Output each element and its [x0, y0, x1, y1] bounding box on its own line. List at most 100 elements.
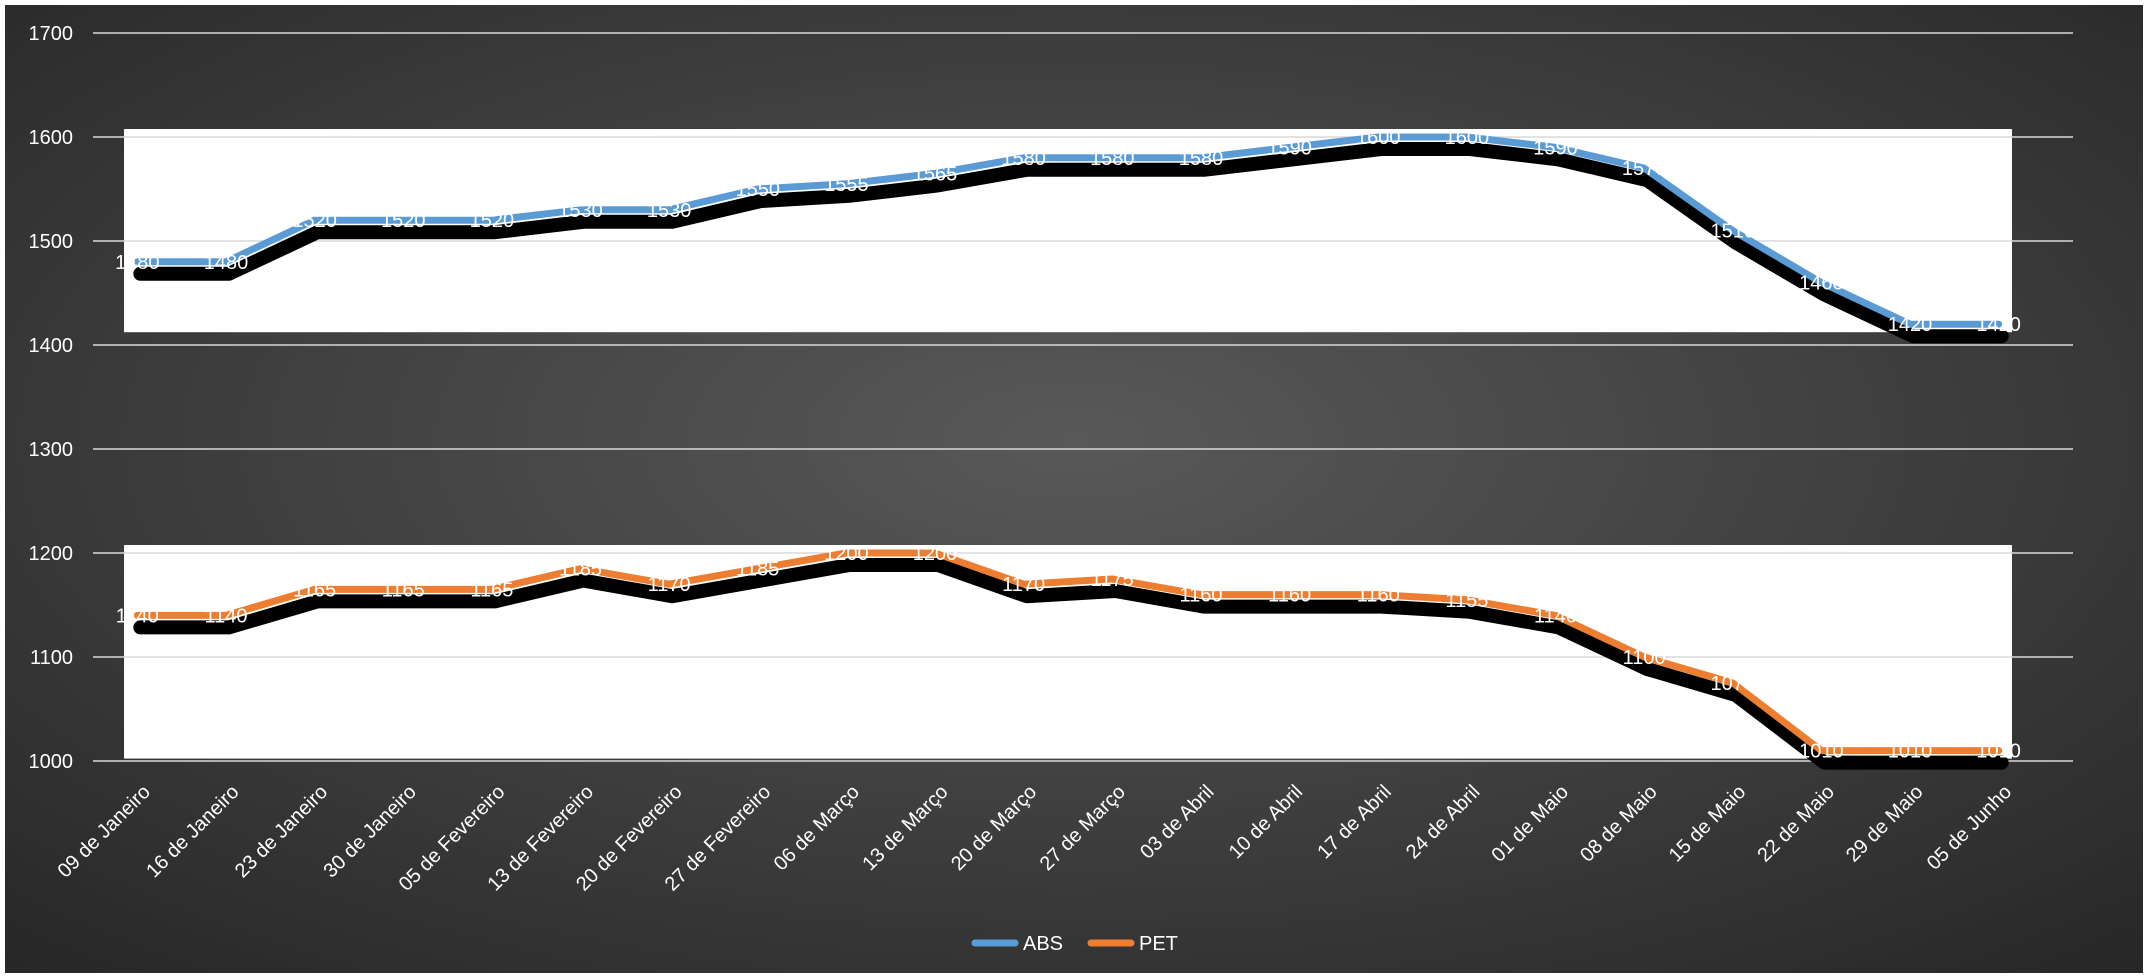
data-point — [1730, 681, 1735, 685]
data-label: 1580 — [1090, 148, 1135, 170]
data-point — [667, 582, 672, 587]
data-point — [1553, 145, 1558, 150]
data-point — [933, 551, 938, 555]
data-label: 1510 — [1711, 221, 1756, 243]
data-label: 1480 — [115, 252, 160, 274]
data-label: 1565 — [913, 163, 958, 185]
data-label: 1010 — [1799, 741, 1844, 763]
data-label: 1420 — [1976, 314, 2021, 336]
data-label: 1200 — [913, 543, 958, 565]
data-point — [933, 171, 938, 176]
data-point — [401, 218, 406, 223]
data-label: 1160 — [1357, 585, 1400, 607]
data-label: 1170 — [1002, 574, 1045, 596]
data-point — [755, 187, 760, 191]
y-tick-label: 1000 — [29, 751, 74, 773]
legend-label: ABS — [1023, 933, 1063, 955]
data-label: 1480 — [204, 252, 249, 274]
data-label: 1520 — [381, 210, 426, 232]
data-point — [1287, 145, 1292, 150]
series-pet — [133, 549, 2009, 770]
series-shadow — [133, 142, 2009, 344]
data-point — [1908, 322, 1913, 327]
data-labels: 1480 1480 1520 1520 1520 1530 1530 1550 1555 1565… — [115, 127, 2021, 763]
data-label: 1570 — [1622, 158, 1667, 180]
data-point — [1287, 592, 1292, 597]
data-label: 1140 — [1534, 605, 1577, 627]
data-point — [1110, 577, 1115, 581]
data-point — [578, 566, 583, 571]
data-point — [312, 587, 317, 592]
data-point — [1996, 748, 2001, 753]
data-label: 1530 — [647, 200, 692, 222]
legend: ABS PET — [971, 933, 1178, 955]
data-label: 1160 — [1179, 585, 1222, 607]
y-tick-label: 1600 — [29, 127, 74, 149]
data-label: 1520 — [292, 210, 337, 232]
data-label: 1420 — [1888, 314, 1933, 336]
data-point — [578, 207, 583, 212]
series-layer — [133, 133, 2009, 770]
data-label: 1140 — [116, 605, 159, 627]
data-point — [223, 259, 228, 264]
data-label: 1175 — [1091, 569, 1134, 591]
data-label: 1520 — [470, 210, 515, 232]
data-point — [1908, 748, 1913, 753]
series-line — [133, 133, 2003, 328]
data-point — [489, 587, 494, 592]
legend-item-pet: PET — [1087, 933, 1178, 955]
data-point — [1730, 228, 1735, 233]
y-tick-label: 1700 — [29, 23, 74, 45]
data-point — [1110, 155, 1115, 160]
y-tick-label: 1300 — [29, 439, 74, 461]
y-tick-label: 1100 — [30, 647, 73, 669]
data-label: 1155 — [1445, 590, 1488, 612]
data-label: 1600 — [1445, 127, 1490, 149]
data-point — [1198, 592, 1203, 597]
data-label: 1170 — [648, 574, 691, 596]
series-shadow — [133, 558, 2009, 770]
y-tick-label: 1200 — [29, 543, 74, 565]
data-label: 1140 — [204, 605, 247, 627]
data-label: 1100 — [1623, 647, 1666, 669]
data-label: 1010 — [1888, 741, 1933, 763]
data-point — [223, 613, 228, 618]
data-label: 1075 — [1711, 673, 1756, 695]
data-label: 1590 — [1533, 137, 1578, 159]
data-point — [844, 551, 849, 555]
data-point — [1464, 135, 1469, 139]
data-label: 1165 — [293, 579, 336, 601]
y-tick-label: 1400 — [29, 335, 74, 357]
data-label: 1010 — [1976, 741, 2021, 763]
data-point — [1996, 322, 2001, 327]
data-label: 1165 — [382, 579, 425, 601]
legend-item-abs: ABS — [971, 933, 1063, 955]
data-point — [1642, 166, 1647, 171]
data-label: 1530 — [558, 200, 603, 222]
data-point — [667, 207, 672, 212]
data-point — [312, 218, 317, 223]
data-point — [844, 181, 849, 186]
data-point — [1819, 280, 1824, 285]
range-band-pet — [124, 545, 2012, 759]
series-line — [133, 549, 2003, 755]
data-label: 1200 — [824, 543, 869, 565]
y-axis: 1000 1100 1200 1300 1400 1500 1600 1700 — [29, 23, 74, 773]
data-point — [401, 587, 406, 592]
data-point — [1021, 582, 1026, 587]
data-point — [1198, 155, 1203, 160]
data-point — [1553, 613, 1558, 618]
data-label: 1580 — [1001, 148, 1046, 170]
data-point — [1464, 597, 1469, 602]
data-point — [135, 259, 140, 264]
data-point — [755, 566, 760, 571]
data-label: 1600 — [1356, 127, 1401, 149]
data-point — [489, 218, 494, 223]
chart-frame: 1000 1100 1200 1300 1400 1500 1600 1700 09 de J… — [5, 5, 2143, 973]
data-label: 1590 — [1267, 137, 1312, 159]
data-label: 1160 — [1268, 585, 1311, 607]
data-label: 1550 — [736, 179, 781, 201]
data-point — [1642, 655, 1647, 659]
data-label: 1555 — [824, 174, 869, 196]
